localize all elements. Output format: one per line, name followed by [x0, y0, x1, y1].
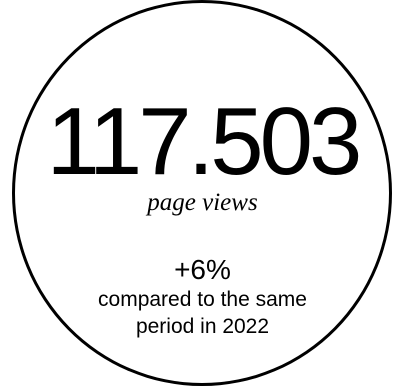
- change-percentage: +6%: [174, 254, 231, 285]
- page-views-count: 117.503: [46, 88, 363, 195]
- comparison-line-2: period in 2022: [135, 315, 270, 338]
- metric-label: page views: [147, 189, 258, 216]
- comparison-text: compared to the same period in 2022: [0, 286, 405, 340]
- comparison-line-1: compared to the same: [98, 288, 307, 311]
- stat-circle: [12, 0, 392, 386]
